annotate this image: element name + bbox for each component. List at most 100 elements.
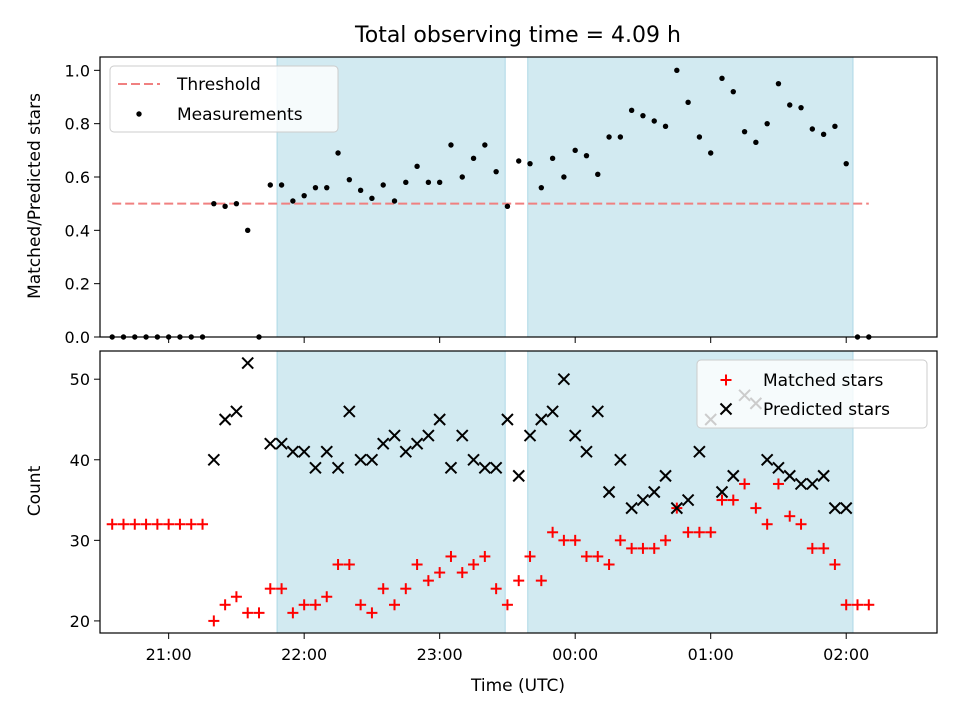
measurement-point (809, 126, 816, 132)
measurement-point (753, 139, 759, 146)
marker-stroke (625, 501, 638, 515)
matched-star-point (840, 599, 852, 611)
shaded-period (527, 56, 854, 338)
matched-star-point (513, 575, 525, 587)
matched-star-point (626, 542, 638, 554)
legend-measurement-swatch (136, 111, 142, 117)
x-tick-label: 02:00 (823, 645, 869, 664)
marker-stroke (331, 461, 345, 475)
matched-star-point (750, 502, 762, 514)
marker-stroke (840, 501, 853, 515)
marker-stroke (828, 501, 842, 515)
matched-star-point (693, 526, 705, 538)
predicted-star-point (207, 453, 221, 466)
marker-stroke (286, 445, 300, 458)
measurement-point (425, 179, 432, 186)
measurement-point (651, 118, 657, 124)
predicted-star-point (365, 453, 379, 466)
matched-star-point (355, 599, 367, 611)
marker-stroke (467, 453, 480, 466)
predicted-star-point (648, 485, 661, 499)
x-tick-label: 01:00 (688, 645, 734, 664)
predicted-star-point (331, 461, 345, 475)
marker-stroke (230, 405, 243, 418)
matched-star-point (140, 518, 152, 530)
predicted-star-point (760, 453, 774, 466)
marker-stroke (410, 437, 424, 450)
measurement-point (775, 80, 782, 87)
marker-stroke (275, 437, 288, 450)
matched-star-point (784, 510, 796, 522)
measurement-point (538, 184, 545, 191)
measurement-point (730, 88, 736, 95)
y-tick-label: 0.8 (65, 115, 90, 134)
y-tick-label: 30 (70, 531, 90, 550)
bottom-panel: 21:00 22:00 23:00 00:00 01:00 02:00 20 30 40 50 Ma… (70, 350, 938, 664)
matched-star-point (332, 559, 344, 571)
y-tick-label: 0.4 (65, 221, 90, 240)
matched-star-point (117, 518, 129, 530)
predicted-star-point (388, 429, 401, 442)
predicted-star-point (410, 437, 424, 450)
marker-stroke (648, 485, 661, 499)
measurement-point (267, 182, 273, 188)
marker-stroke (512, 469, 525, 483)
legend-measurement-label: Measurements (177, 105, 303, 125)
measurement-point (798, 104, 804, 111)
legend-threshold-label: Threshold (176, 75, 261, 95)
predicted-star-point (693, 445, 706, 458)
predicted-star-point (557, 372, 571, 386)
marker-stroke (602, 485, 616, 499)
matched-star-point (558, 534, 570, 546)
matched-star-point (264, 583, 276, 595)
measurement-point (787, 102, 793, 108)
y-tick-label: 20 (70, 612, 90, 631)
matched-star-point (592, 550, 604, 562)
matched-star-point (739, 478, 751, 490)
predicted-star-point (377, 437, 390, 450)
predicted-star-point (264, 437, 277, 450)
measurement-point (820, 131, 827, 138)
matched-star-point (727, 494, 739, 506)
marker-stroke (636, 493, 650, 507)
matched-star-point (389, 599, 401, 611)
measurement-point (245, 227, 251, 234)
matched-star-point (343, 559, 355, 571)
matched-star-point (806, 542, 818, 554)
predicted-star-point (659, 469, 672, 483)
measurement-point (640, 112, 646, 119)
predicted-star-point (783, 469, 796, 483)
matched-star-point (535, 575, 547, 587)
predicted-star-point (297, 445, 311, 458)
measurement-point (301, 192, 307, 199)
measurement-point (459, 174, 465, 180)
matched-star-point (863, 599, 875, 611)
predicted-star-point (719, 402, 733, 416)
marker-stroke (535, 413, 548, 426)
measurement-point (391, 198, 398, 204)
predicted-star-point (794, 477, 808, 491)
marker-stroke (433, 413, 446, 426)
predicted-star-point (681, 493, 695, 507)
marker-stroke (444, 461, 458, 475)
marker-stroke (343, 405, 356, 418)
marker-stroke (523, 429, 537, 442)
x-tick-label: 00:00 (552, 645, 598, 664)
marker-stroke (241, 356, 254, 370)
measurement-point (482, 142, 488, 148)
measurement-point (741, 128, 748, 135)
matched-star-point (705, 526, 717, 538)
matched-star-point (377, 583, 389, 595)
matched-star-point (298, 599, 310, 611)
measurement-point (617, 134, 624, 140)
matched-star-point (818, 542, 830, 554)
predicted-star-point (218, 413, 232, 426)
measurement-point (233, 200, 240, 207)
measurement-point (369, 195, 375, 202)
measurement-point (357, 187, 364, 194)
axes-frame (99, 56, 938, 338)
matched-star-point (422, 575, 434, 587)
predicted-star-point (523, 429, 537, 442)
marker-stroke (670, 501, 684, 515)
marker-stroke (264, 437, 277, 450)
